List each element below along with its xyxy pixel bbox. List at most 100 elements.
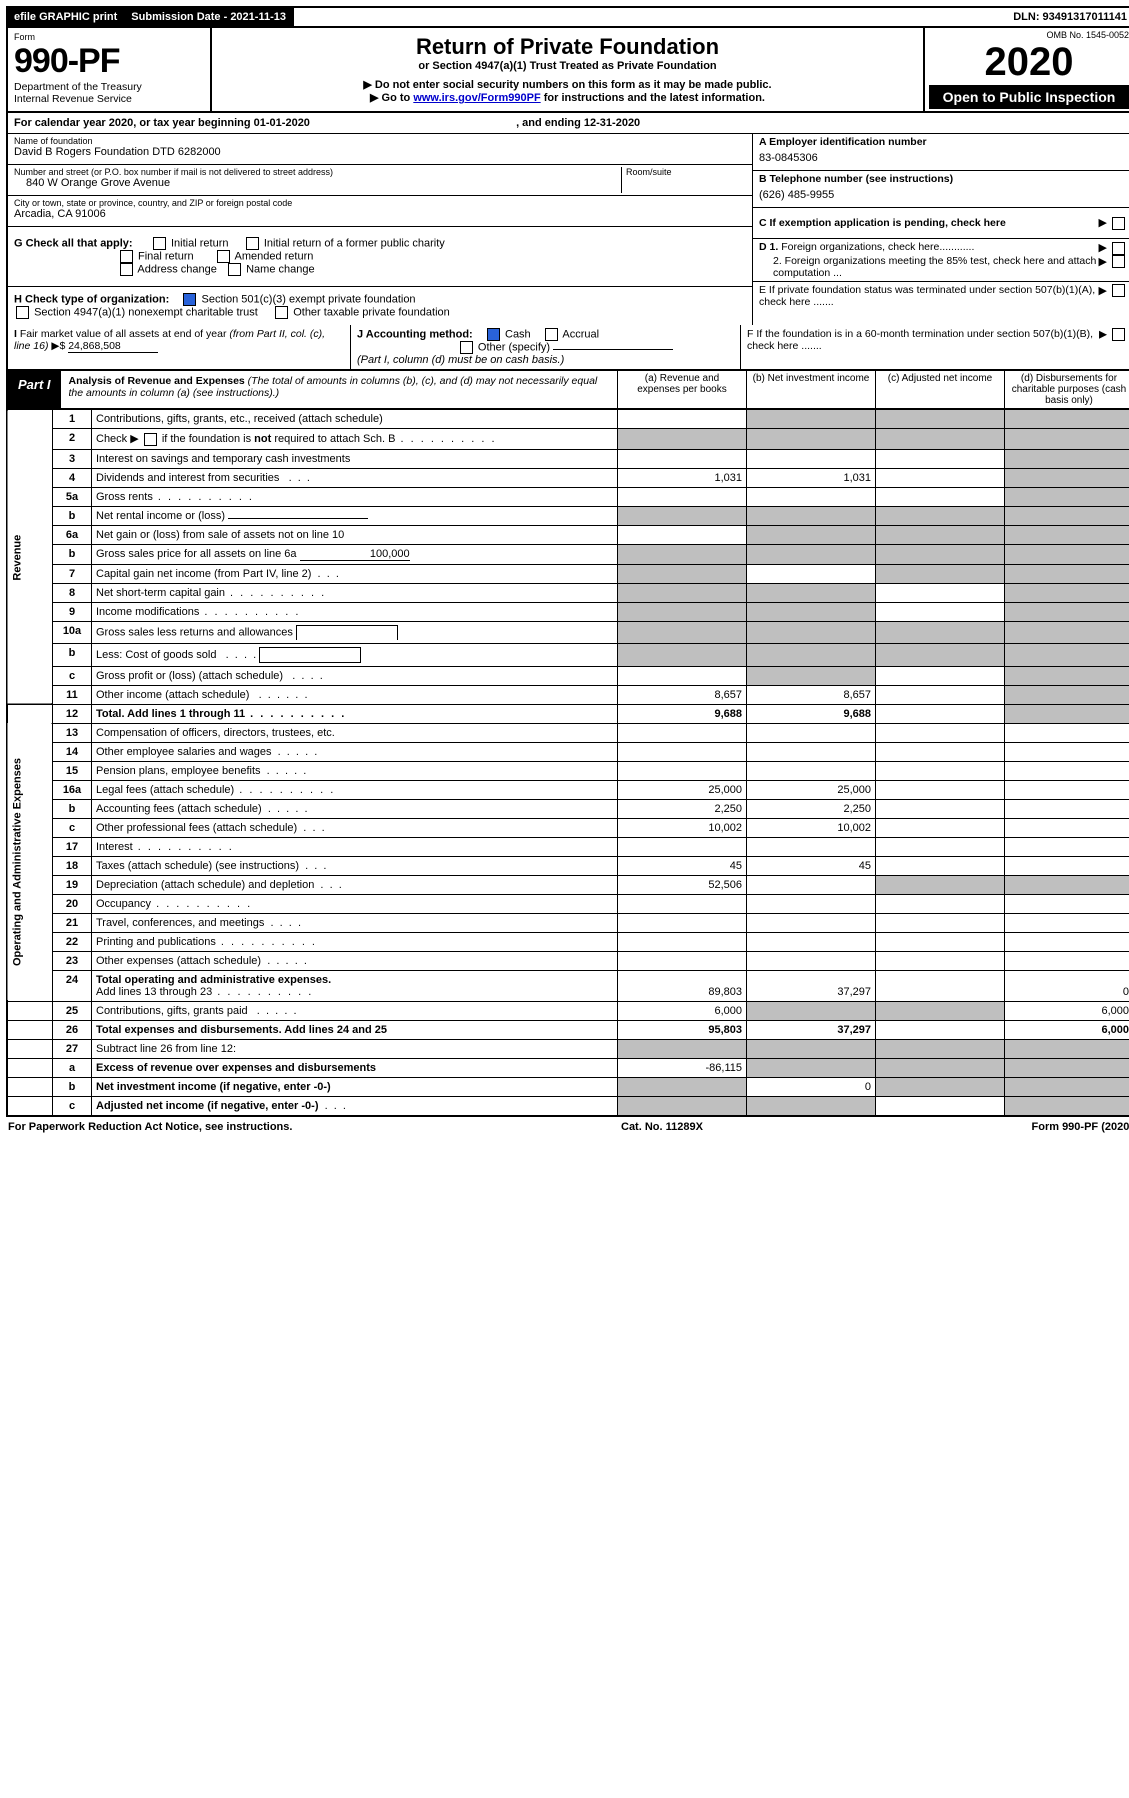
table-row: 2Check ▶ if the foundation is not requir… <box>7 429 1129 450</box>
check-other-acct[interactable] <box>460 341 473 354</box>
cal-pre: For calendar year 2020, or tax year begi… <box>14 117 254 129</box>
table-row: 27Subtract line 26 from line 12: <box>7 1039 1129 1058</box>
lbl-4947: Section 4947(a)(1) nonexempt charitable … <box>34 306 258 318</box>
j-label: J Accounting method: <box>357 328 473 340</box>
h-label: H Check type of organization: <box>14 293 169 305</box>
col-b: (b) Net investment income <box>746 371 875 408</box>
open-public: Open to Public Inspection <box>929 85 1129 109</box>
note-ssn: ▶ Do not enter social security numbers o… <box>218 78 917 91</box>
lbl-initial: Initial return <box>171 237 228 249</box>
table-row: cGross profit or (loss) (attach schedule… <box>7 666 1129 685</box>
check-other-taxable[interactable] <box>275 306 288 319</box>
phone: (626) 485-9955 <box>759 185 1127 205</box>
check-d2[interactable] <box>1112 255 1125 268</box>
lbl-cash: Cash <box>505 328 531 340</box>
table-row: 17Interest <box>7 837 1129 856</box>
check-schb[interactable] <box>144 433 157 446</box>
form-header: Form 990-PF Department of the Treasury I… <box>6 28 1129 113</box>
addr-label: Number and street (or P.O. box number if… <box>14 167 621 177</box>
name-label: Name of foundation <box>14 136 746 146</box>
form-subtitle: or Section 4947(a)(1) Trust Treated as P… <box>218 60 917 72</box>
e-label: E If private foundation status was termi… <box>759 284 1098 310</box>
table-row: 26Total expenses and disbursements. Add … <box>7 1020 1129 1039</box>
table-row: bNet rental income or (loss) <box>7 506 1129 525</box>
table-row: 10aGross sales less returns and allowanc… <box>7 621 1129 643</box>
part1-title: Analysis of Revenue and Expenses <box>69 375 245 387</box>
table-row: 16aLegal fees (attach schedule)25,00025,… <box>7 780 1129 799</box>
table-row: Revenue 1Contributions, gifts, grants, e… <box>7 410 1129 429</box>
col-c: (c) Adjusted net income <box>875 371 1004 408</box>
table-row: 5aGross rents <box>7 487 1129 506</box>
check-initial[interactable] <box>153 237 166 250</box>
check-c[interactable] <box>1112 217 1125 230</box>
check-initial-former[interactable] <box>246 237 259 250</box>
i-value: 24,868,508 <box>68 340 158 353</box>
part1-table: Revenue 1Contributions, gifts, grants, e… <box>6 409 1129 1117</box>
check-f[interactable] <box>1112 328 1125 341</box>
foundation-addr: 840 W Orange Grove Avenue <box>14 177 621 189</box>
check-amended[interactable] <box>217 250 230 263</box>
table-row: 25Contributions, gifts, grants paid . . … <box>7 1001 1129 1020</box>
check-name-change[interactable] <box>228 263 241 276</box>
dept: Department of the Treasury <box>14 81 204 93</box>
table-row: 14Other employee salaries and wages . . … <box>7 742 1129 761</box>
lbl-initial-former: Initial return of a former public charit… <box>264 237 445 249</box>
table-row: 20Occupancy <box>7 894 1129 913</box>
check-4947[interactable] <box>16 306 29 319</box>
table-row: 22Printing and publications <box>7 932 1129 951</box>
form-label: Form <box>14 32 204 42</box>
j-note: (Part I, column (d) must be on cash basi… <box>357 354 564 366</box>
table-row: 18Taxes (attach schedule) (see instructi… <box>7 856 1129 875</box>
table-row: aExcess of revenue over expenses and dis… <box>7 1058 1129 1077</box>
lbl-amended: Amended return <box>234 250 313 262</box>
table-row: 9Income modifications <box>7 602 1129 621</box>
efile-print-button[interactable]: efile GRAPHIC print <box>8 8 125 26</box>
table-row: 4Dividends and interest from securities … <box>7 468 1129 487</box>
lbl-other-tax: Other taxable private foundation <box>293 306 450 318</box>
table-row: bNet investment income (if negative, ent… <box>7 1077 1129 1096</box>
check-e[interactable] <box>1112 284 1125 297</box>
calendar-line: For calendar year 2020, or tax year begi… <box>6 113 1129 134</box>
check-accrual[interactable] <box>545 328 558 341</box>
table-row: 21Travel, conferences, and meetings . . … <box>7 913 1129 932</box>
lbl-name-change: Name change <box>246 263 315 275</box>
dln: DLN: 93491317011141 <box>294 8 1129 26</box>
note-goto-pre: ▶ Go to <box>370 92 413 104</box>
room-label: Room/suite <box>626 167 746 177</box>
table-row: 12Total. Add lines 1 through 119,6889,68… <box>7 704 1129 723</box>
check-cash[interactable] <box>487 328 500 341</box>
ein: 83-0845306 <box>759 148 1127 168</box>
omb: OMB No. 1545-0052 <box>929 30 1129 40</box>
table-row: 15Pension plans, employee benefits . . .… <box>7 761 1129 780</box>
irs: Internal Revenue Service <box>14 93 204 105</box>
table-row: bAccounting fees (attach schedule) . . .… <box>7 799 1129 818</box>
a-ein-label: A Employer identification number <box>759 136 1127 148</box>
instructions-link[interactable]: www.irs.gov/Form990PF <box>413 92 540 104</box>
table-row: 3Interest on savings and temporary cash … <box>7 449 1129 468</box>
footer: For Paperwork Reduction Act Notice, see … <box>6 1117 1129 1137</box>
part1-header: Part I Analysis of Revenue and Expenses … <box>6 371 1129 409</box>
check-d1[interactable] <box>1112 242 1125 255</box>
table-row: 11Other income (attach schedule) . . . .… <box>7 685 1129 704</box>
check-addr-change[interactable] <box>120 263 133 276</box>
table-row: 23Other expenses (attach schedule) . . .… <box>7 951 1129 970</box>
table-row: 8Net short-term capital gain <box>7 583 1129 602</box>
lbl-final: Final return <box>138 250 194 262</box>
part1-tag: Part I <box>8 371 61 408</box>
submission-date: Submission Date - 2021-11-13 <box>125 8 294 26</box>
table-row: cAdjusted net income (if negative, enter… <box>7 1096 1129 1116</box>
lbl-501c3: Section 501(c)(3) exempt private foundat… <box>202 293 416 305</box>
ijf-row: I Fair market value of all assets at end… <box>6 325 1129 371</box>
table-row: 7Capital gain net income (from Part IV, … <box>7 564 1129 583</box>
topbar: efile GRAPHIC print Submission Date - 20… <box>6 6 1129 28</box>
lbl-addr-change: Address change <box>137 263 217 275</box>
check-final[interactable] <box>120 250 133 263</box>
table-row: Operating and Administrative Expenses 13… <box>7 723 1129 742</box>
table-row: bLess: Cost of goods sold . . . . <box>7 643 1129 666</box>
col-a: (a) Revenue and expenses per books <box>617 371 746 408</box>
tax-year: 2020 <box>929 40 1129 85</box>
check-501c3[interactable] <box>183 293 196 306</box>
lbl-other: Other (specify) <box>478 341 550 353</box>
note-goto-post: for instructions and the latest informat… <box>544 92 765 104</box>
form-number: 990-PF <box>14 42 204 81</box>
